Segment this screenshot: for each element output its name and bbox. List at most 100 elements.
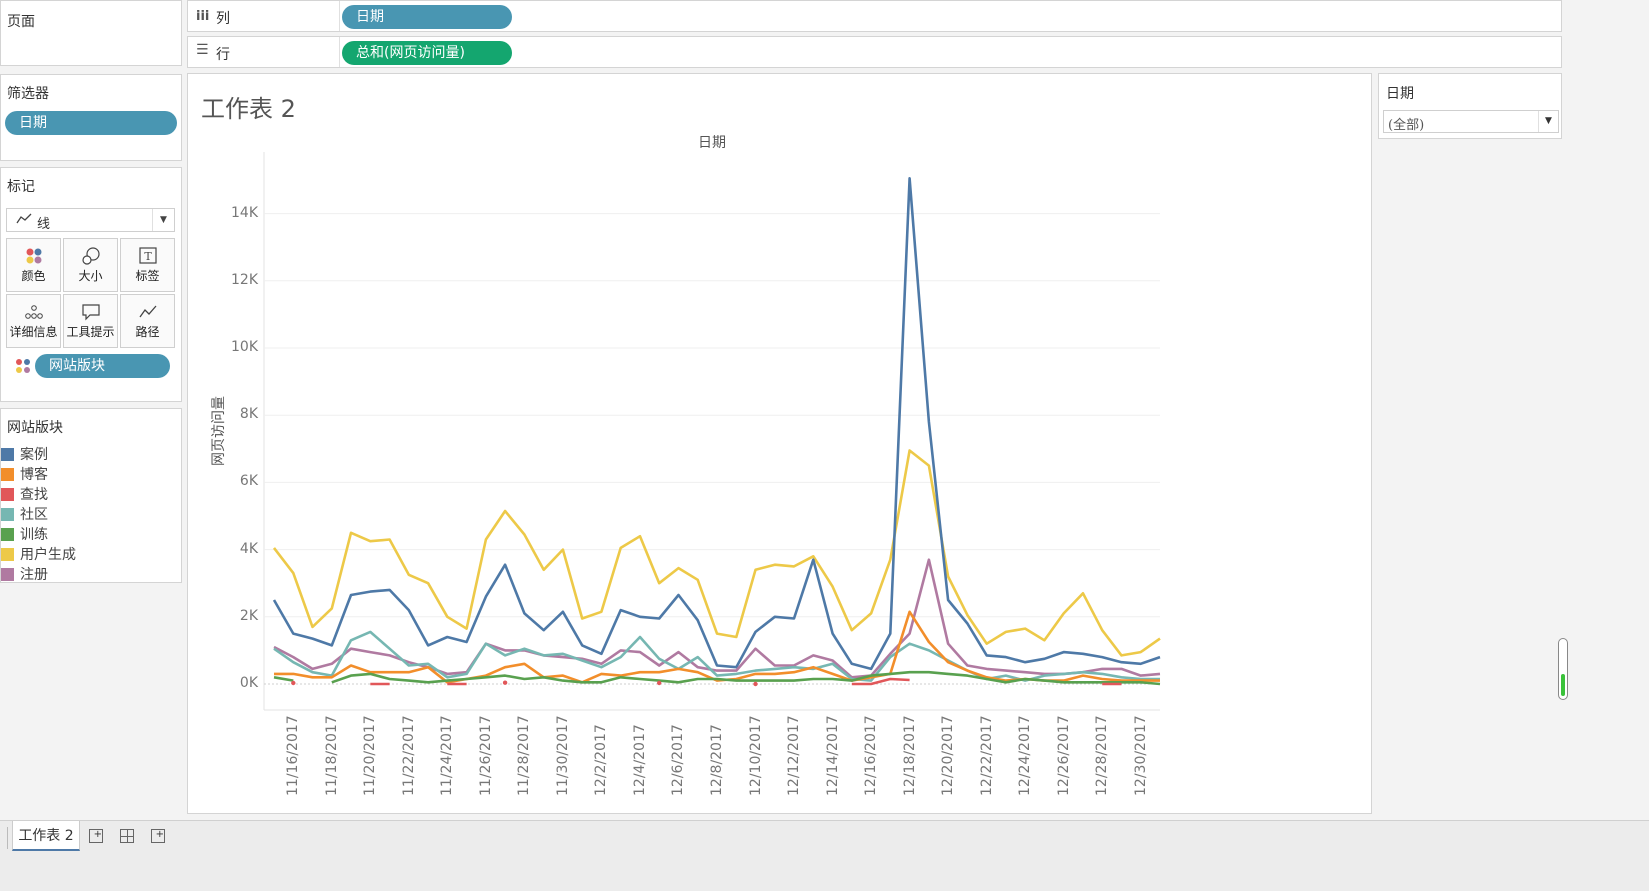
y-tick-label: 12K bbox=[231, 271, 258, 288]
series-line[interactable] bbox=[274, 610, 1160, 684]
y-tick-label: 14K bbox=[231, 204, 258, 221]
series-line[interactable] bbox=[331, 670, 1161, 686]
x-tick-label: 12/10/2017 bbox=[747, 715, 764, 796]
legend-item-register[interactable]: 注册 bbox=[1, 564, 48, 584]
new-worksheet-icon[interactable]: + bbox=[89, 829, 103, 843]
marks-panel: 标记 线 ▼ 颜色 大小 T 标签 详细信息 工具提示 路径 网站版块 bbox=[0, 167, 182, 402]
x-tick-label: 12/12/2017 bbox=[786, 715, 803, 796]
y-tick-label: 0K bbox=[239, 675, 258, 691]
series-line[interactable] bbox=[273, 558, 1161, 679]
rows-shelf[interactable]: ☰ 行 总和(网页访问量) bbox=[187, 36, 1562, 68]
x-tick-label: 12/18/2017 bbox=[901, 715, 918, 796]
line-mark-icon bbox=[16, 211, 32, 231]
series-line[interactable] bbox=[851, 677, 910, 686]
legend-title: 网站版块 bbox=[7, 420, 63, 436]
y-tick-label: 2K bbox=[239, 607, 258, 624]
legend-item-label: 用户生成 bbox=[20, 547, 76, 563]
series-point[interactable] bbox=[753, 681, 758, 687]
pages-panel: 页面 bbox=[0, 0, 182, 66]
color-button[interactable]: 颜色 bbox=[6, 238, 61, 292]
series-line[interactable] bbox=[272, 177, 1161, 671]
label-icon: T bbox=[138, 247, 157, 264]
marks-title: 标记 bbox=[7, 179, 35, 195]
x-tick-label: 12/28/2017 bbox=[1094, 715, 1111, 796]
chart-header: 日期 bbox=[698, 135, 726, 151]
legend-item-search[interactable]: 查找 bbox=[1, 484, 48, 504]
legend-item-label: 注册 bbox=[20, 567, 48, 583]
new-story-icon[interactable]: + bbox=[151, 829, 165, 843]
legend-swatch bbox=[1, 508, 14, 521]
legend-item-label: 训练 bbox=[20, 527, 48, 543]
x-tick-label: 12/22/2017 bbox=[978, 715, 995, 796]
rows-measure-pill[interactable]: 总和(网页访问量) bbox=[342, 41, 512, 65]
x-tick-label: 12/24/2017 bbox=[1017, 715, 1034, 796]
legend-panel: 网站版块 案例 博客 查找 社区 训练 用户生成 注册 bbox=[0, 408, 182, 583]
size-button-label: 大小 bbox=[78, 269, 103, 283]
legend-item-user-generated[interactable]: 用户生成 bbox=[1, 544, 76, 564]
filters-panel: 筛选器 日期 bbox=[0, 74, 182, 161]
x-tick-label: 11/24/2017 bbox=[439, 715, 456, 796]
x-tick-label: 11/20/2017 bbox=[362, 715, 379, 796]
worksheet-view: 工作表 2 日期 网页访问量 0K 2K 4K 6K 8K 10K 12K 14K 11/16… bbox=[187, 73, 1372, 814]
x-tick-label: 12/20/2017 bbox=[940, 715, 957, 796]
path-icon bbox=[138, 305, 156, 318]
detail-button-label: 详细信息 bbox=[9, 325, 58, 339]
tooltip-button[interactable]: 工具提示 bbox=[63, 294, 118, 348]
x-tick-label: 12/2/2017 bbox=[593, 724, 610, 796]
shelf-divider bbox=[339, 37, 340, 67]
color-encoding-icon bbox=[15, 358, 31, 378]
label-button[interactable]: T 标签 bbox=[120, 238, 175, 292]
detail-button[interactable]: 详细信息 bbox=[6, 294, 61, 348]
mark-type-dropdown[interactable]: 线 ▼ bbox=[6, 208, 175, 232]
series-line[interactable] bbox=[273, 630, 1160, 682]
legend-item-case[interactable]: 案例 bbox=[1, 444, 48, 464]
path-button-label: 路径 bbox=[135, 325, 160, 339]
legend-item-blog[interactable]: 博客 bbox=[1, 464, 48, 484]
x-tick-label: 11/16/2017 bbox=[285, 715, 302, 796]
legend-item-community[interactable]: 社区 bbox=[1, 504, 48, 524]
shelf-divider bbox=[339, 1, 340, 31]
color-button-label: 颜色 bbox=[21, 269, 46, 283]
legend-item-label: 查找 bbox=[20, 487, 48, 503]
tab-worksheet-2[interactable]: 工作表 2 bbox=[12, 821, 80, 851]
line-chart[interactable] bbox=[188, 74, 1373, 815]
scroll-indicator[interactable] bbox=[1558, 638, 1568, 700]
x-tick-label: 12/26/2017 bbox=[1055, 715, 1072, 796]
date-filter-dropdown[interactable]: (全部) ▼ bbox=[1383, 110, 1559, 133]
tab-data-source[interactable] bbox=[0, 827, 8, 849]
date-filter-value: (全部) bbox=[1388, 118, 1425, 133]
legend-item-training[interactable]: 训练 bbox=[1, 524, 48, 544]
color-icon bbox=[26, 248, 41, 264]
columns-icon: iii bbox=[196, 9, 210, 24]
legend-item-label: 社区 bbox=[20, 507, 48, 523]
series-point[interactable] bbox=[502, 680, 508, 685]
series-line[interactable] bbox=[272, 449, 1161, 657]
columns-label: 列 bbox=[216, 11, 230, 27]
chevron-down-icon: ▼ bbox=[152, 209, 174, 231]
legend-item-label: 博客 bbox=[20, 467, 48, 483]
date-filter-title: 日期 bbox=[1386, 86, 1414, 102]
size-button[interactable]: 大小 bbox=[63, 238, 118, 292]
scroll-indicator-fill bbox=[1561, 674, 1565, 696]
y-tick-label: 8K bbox=[239, 406, 258, 423]
series-point[interactable] bbox=[291, 680, 296, 686]
columns-date-pill[interactable]: 日期 bbox=[342, 5, 512, 29]
filter-date-pill[interactable]: 日期 bbox=[5, 111, 177, 135]
path-button[interactable]: 路径 bbox=[120, 294, 175, 348]
new-dashboard-icon[interactable] bbox=[120, 829, 134, 843]
legend-item-label: 案例 bbox=[20, 447, 48, 463]
tab-worksheet-2-label: 工作表 2 bbox=[18, 828, 74, 844]
sheet-tab-bar: 工作表 2 + + bbox=[0, 820, 1649, 891]
x-tick-label: 11/30/2017 bbox=[554, 715, 571, 796]
y-tick-label: 10K bbox=[231, 339, 258, 355]
label-button-label: 标签 bbox=[135, 269, 160, 283]
series-point[interactable] bbox=[657, 680, 662, 686]
x-tick-label: 12/14/2017 bbox=[824, 715, 841, 796]
color-field-pill[interactable]: 网站版块 bbox=[35, 354, 170, 378]
filters-title: 筛选器 bbox=[7, 86, 49, 102]
sheet-title: 工作表 2 bbox=[201, 95, 296, 123]
date-filter-card: 日期 (全部) ▼ bbox=[1378, 73, 1562, 139]
columns-shelf[interactable]: iii 列 日期 bbox=[187, 0, 1562, 32]
legend-swatch bbox=[1, 568, 14, 581]
series-line[interactable] bbox=[273, 676, 294, 682]
